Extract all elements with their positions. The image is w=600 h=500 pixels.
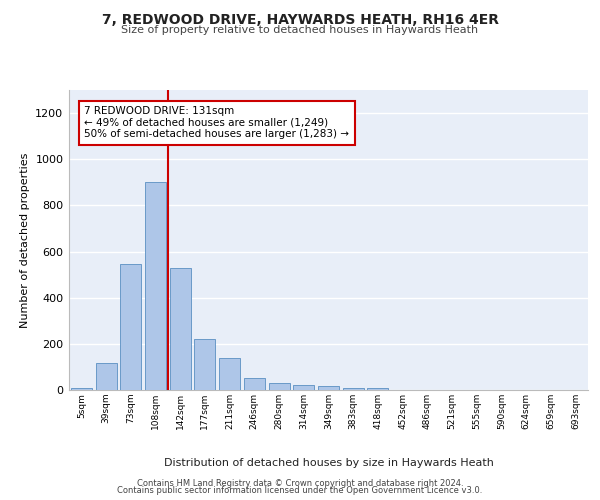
Text: Contains public sector information licensed under the Open Government Licence v3: Contains public sector information licen… (118, 486, 482, 495)
Bar (367, 388, 388, 390)
Bar (71, 388, 92, 390)
Bar (343, 388, 364, 390)
Bar (170, 268, 191, 390)
Bar (219, 358, 240, 390)
Bar (318, 386, 339, 390)
Text: Size of property relative to detached houses in Haywards Heath: Size of property relative to detached ho… (121, 25, 479, 35)
Text: 7, REDWOOD DRIVE, HAYWARDS HEATH, RH16 4ER: 7, REDWOOD DRIVE, HAYWARDS HEATH, RH16 4… (101, 12, 499, 26)
Y-axis label: Number of detached properties: Number of detached properties (20, 152, 30, 328)
Text: Distribution of detached houses by size in Haywards Heath: Distribution of detached houses by size … (164, 458, 494, 468)
Text: Contains HM Land Registry data © Crown copyright and database right 2024.: Contains HM Land Registry data © Crown c… (137, 478, 463, 488)
Bar (194, 339, 215, 390)
Bar (293, 386, 314, 390)
Bar (244, 378, 265, 390)
Bar (95, 364, 116, 390)
Bar (269, 382, 290, 390)
Bar (120, 264, 141, 390)
Bar (145, 182, 166, 390)
Text: 7 REDWOOD DRIVE: 131sqm
← 49% of detached houses are smaller (1,249)
50% of semi: 7 REDWOOD DRIVE: 131sqm ← 49% of detache… (85, 106, 349, 140)
